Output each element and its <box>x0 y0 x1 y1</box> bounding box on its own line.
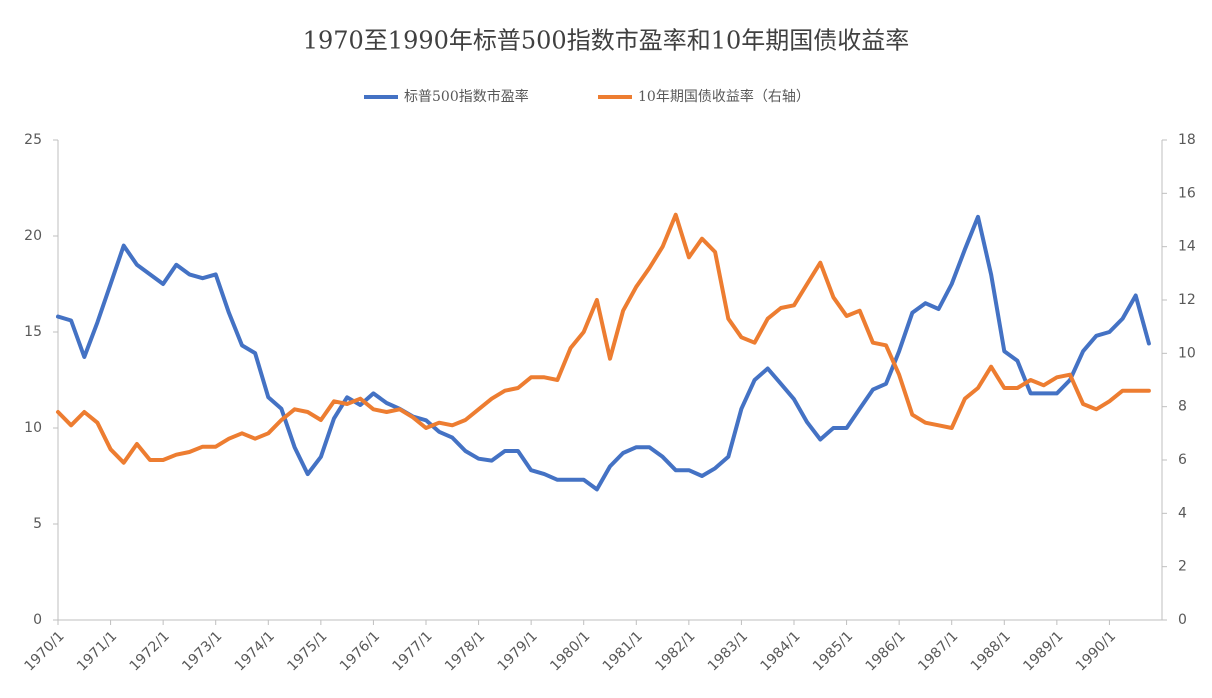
y2-tick-label: 12 <box>1178 292 1196 308</box>
y2-tick-label: 2 <box>1178 559 1187 575</box>
y-tick-label: 0 <box>33 612 42 628</box>
y2-tick-label: 10 <box>1178 345 1196 361</box>
y-tick-label: 10 <box>24 420 42 436</box>
y-tick-label: 25 <box>24 132 42 148</box>
chart-title: 1970至1990年标普500指数市盈率和10年期国债收益率 <box>303 27 910 55</box>
legend-label: 10年期国债收益率（右轴） <box>638 88 810 105</box>
y-tick-label: 20 <box>24 228 42 244</box>
y2-tick-label: 4 <box>1178 505 1187 521</box>
y-tick-label: 15 <box>24 324 42 340</box>
series-line <box>56 212 1151 465</box>
series-line <box>56 214 1151 492</box>
y2-tick-label: 16 <box>1178 185 1196 201</box>
y2-tick-label: 6 <box>1178 452 1187 468</box>
y2-tick-label: 8 <box>1178 399 1187 415</box>
y-tick-label: 5 <box>33 516 42 532</box>
legend-label: 标普500指数市盈率 <box>404 88 529 105</box>
y2-tick-label: 14 <box>1178 239 1196 255</box>
y2-tick-label: 18 <box>1178 132 1196 148</box>
y2-tick-label: 0 <box>1178 612 1187 628</box>
